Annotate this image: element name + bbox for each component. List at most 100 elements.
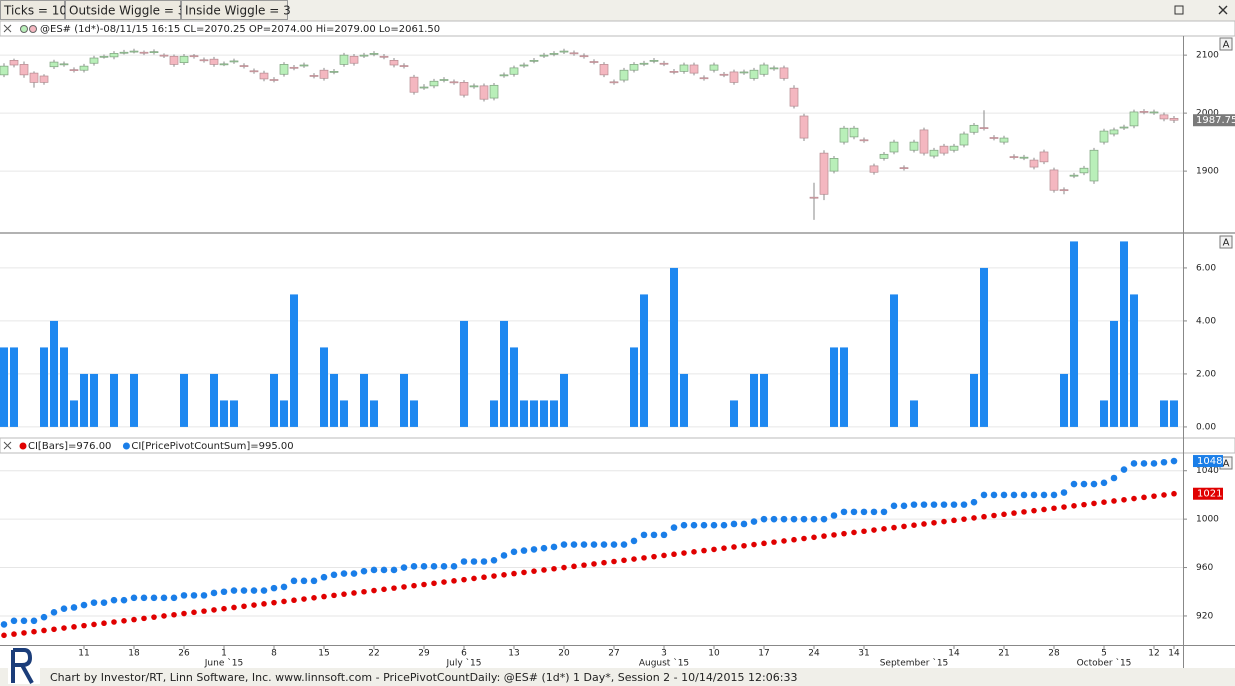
dot: [751, 541, 757, 548]
dot: [881, 526, 887, 532]
dot: [1031, 507, 1037, 514]
dot: [1010, 491, 1018, 499]
candle-body: [609, 81, 619, 84]
dot: [741, 542, 747, 549]
dot: [100, 599, 108, 606]
toolbar-button[interactable]: Ticks = 10: [0, 0, 68, 20]
x-tick-label: 22: [368, 649, 379, 659]
bar: [680, 373, 688, 427]
bar: [520, 400, 528, 427]
dot: [101, 620, 107, 627]
candle-body: [209, 58, 219, 65]
footer-text: Chart by Investor/RT, Linn Software, Inc…: [50, 671, 797, 684]
candle-body: [1149, 111, 1159, 114]
dot: [920, 501, 928, 508]
candle-body: [149, 51, 159, 54]
panel-close[interactable]: [3, 441, 12, 450]
restore-button[interactable]: [1174, 5, 1184, 15]
candle-body: [469, 85, 479, 88]
candle-body: [669, 71, 679, 73]
candle-body: [379, 55, 389, 58]
dot: [460, 558, 468, 565]
bar: [1110, 320, 1118, 427]
bar: [1170, 400, 1178, 427]
legend-label: CI[Bars]=976.00: [28, 441, 111, 452]
autoscale-button[interactable]: [1219, 235, 1233, 249]
dot: [50, 609, 58, 616]
x-tick-label: 3: [661, 649, 667, 659]
bar: [320, 347, 328, 427]
last-value-tag: [1193, 455, 1223, 468]
candle-body: [399, 65, 409, 67]
dot: [601, 559, 607, 566]
footer-bar: [0, 668, 1235, 686]
dot: [271, 599, 277, 606]
x-tick-label: 1: [221, 649, 227, 659]
toolbar-button[interactable]: Inside Wiggle = 3: [181, 0, 291, 20]
dot: [680, 521, 688, 529]
candle-body: [259, 72, 269, 80]
candle-body: [199, 59, 209, 62]
dot: [70, 604, 78, 611]
candle-body: [589, 61, 599, 63]
candle-body: [529, 60, 539, 62]
dot: [501, 572, 507, 578]
dot: [990, 491, 998, 499]
panel-close[interactable]: [3, 24, 12, 33]
candle-body: [869, 165, 879, 173]
dot: [1130, 460, 1138, 467]
button-frame: [181, 0, 288, 20]
candle-body: [519, 64, 529, 67]
candle-body: [109, 53, 119, 58]
dot: [310, 577, 318, 585]
button-label[interactable]: Outside Wiggle = 3: [69, 4, 185, 18]
dot: [730, 520, 738, 528]
button-label[interactable]: Inside Wiggle = 3: [185, 4, 291, 18]
dot: [341, 591, 347, 597]
candle-body: [699, 77, 709, 80]
dot: [421, 581, 427, 588]
dot: [1030, 491, 1038, 499]
dot: [591, 561, 597, 567]
candle-body: [49, 61, 59, 68]
candle-body: [1159, 114, 1169, 120]
button-label[interactable]: Ticks = 10: [3, 4, 67, 18]
dot: [640, 531, 648, 539]
dot: [1021, 509, 1027, 515]
dot: [1170, 457, 1178, 465]
dot: [480, 558, 488, 565]
x-tick-label: 18: [128, 649, 140, 659]
toolbar-button[interactable]: Outside Wiggle = 3: [65, 0, 186, 20]
dot: [710, 521, 718, 529]
bar: [910, 400, 918, 427]
dot: [880, 508, 888, 516]
autoscale-button[interactable]: [1219, 37, 1233, 51]
candle-body: [599, 64, 609, 76]
dot: [630, 537, 638, 545]
dot: [451, 578, 457, 584]
dot: [771, 539, 777, 545]
dot: [161, 613, 167, 619]
bar: [360, 373, 368, 427]
dot: [210, 589, 218, 597]
candle-body: [1009, 156, 1019, 158]
candle-body: [709, 64, 719, 71]
dot: [1020, 491, 1028, 499]
candle-body: [989, 137, 999, 139]
x-month-label: June `15: [204, 658, 243, 669]
dot: [390, 566, 398, 574]
bar: [330, 373, 338, 427]
autoscale-label[interactable]: A: [1223, 459, 1230, 470]
dot: [541, 567, 547, 573]
close-button[interactable]: [1218, 5, 1228, 15]
dot: [1121, 496, 1127, 503]
autoscale-label[interactable]: A: [1223, 238, 1230, 249]
autoscale-label[interactable]: A: [1223, 40, 1230, 51]
bar: [1160, 400, 1168, 427]
candle-body: [889, 141, 899, 153]
candle-body: [289, 66, 299, 69]
candle-body: [99, 55, 109, 58]
dot: [380, 566, 388, 574]
candle-body: [1109, 129, 1119, 135]
bar: [670, 267, 678, 427]
